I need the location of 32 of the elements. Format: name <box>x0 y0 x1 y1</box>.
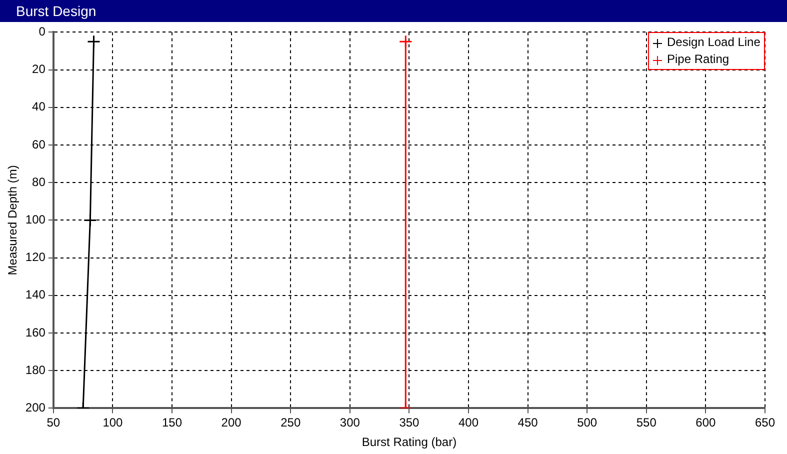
y-tick-label: 140 <box>25 288 46 302</box>
point <box>83 213 97 227</box>
y-tick-label: 0 <box>38 24 46 39</box>
x-tick-label: 500 <box>577 416 598 430</box>
y-tick-label: 180 <box>25 362 46 377</box>
y-tick-label: 120 <box>25 250 46 264</box>
x-tick-label: 300 <box>340 416 360 430</box>
y-axis-title: Measured Depth (m) <box>6 165 20 276</box>
x-tick-label: 550 <box>636 416 657 430</box>
y-tick-label: 100 <box>25 212 46 227</box>
x-tick-label: 350 <box>399 416 420 430</box>
x-tick-label: 600 <box>696 416 716 430</box>
y-tick-label: 40 <box>32 100 46 114</box>
point <box>86 34 100 48</box>
legend-label: Design Load Line <box>667 35 760 50</box>
x-tick-label: 150 <box>162 416 182 430</box>
y-tick-label: 160 <box>25 325 46 340</box>
y-tick-label: 80 <box>32 174 46 189</box>
y-tick-label: 200 <box>25 400 46 415</box>
x-tick-label: 450 <box>518 416 538 430</box>
x-tick-label: 200 <box>221 416 242 430</box>
x-axis-title: Burst Rating (bar) <box>362 435 457 450</box>
point <box>398 34 412 48</box>
x-tick-label: 100 <box>102 416 124 430</box>
x-tick-label: 50 <box>46 416 60 430</box>
y-tick-label: 20 <box>32 62 46 76</box>
y-tick-label: 60 <box>32 137 46 152</box>
chart-title: Burst Design <box>0 0 787 22</box>
x-tick-label: 250 <box>280 416 301 430</box>
x-tick-label: 400 <box>458 416 479 430</box>
x-tick-label: 650 <box>754 416 776 430</box>
legend-label: Pipe Rating <box>667 52 730 66</box>
